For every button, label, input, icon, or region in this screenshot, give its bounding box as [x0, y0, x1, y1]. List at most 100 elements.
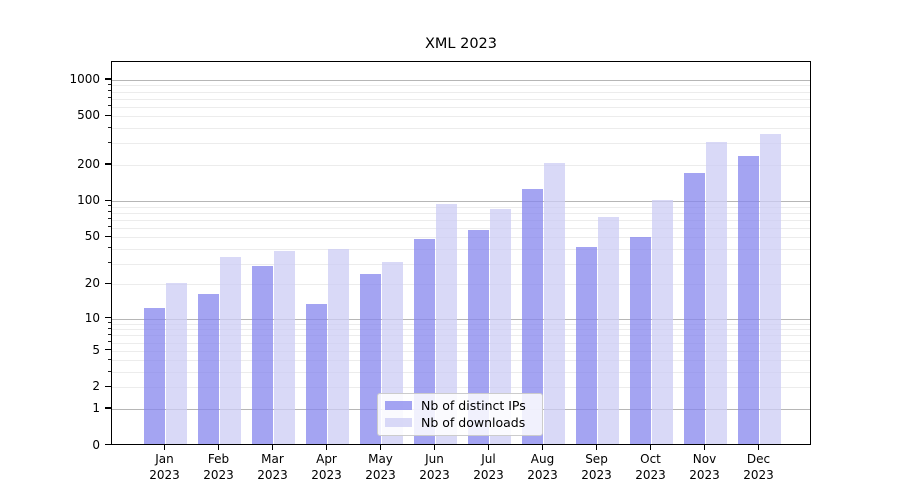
x-tick-label-line: Jun — [425, 452, 444, 466]
bar-sep-downloads — [598, 216, 620, 444]
y-tick-mark — [104, 385, 111, 388]
y-tick-label: 200 — [77, 156, 100, 171]
minor-gridline — [112, 212, 810, 214]
y-tick-mark — [104, 316, 111, 319]
bar-aug-downloads — [544, 163, 566, 444]
y-minor-tick-mark — [107, 322, 111, 324]
x-tick-mark — [703, 444, 706, 450]
x-tick-label: Feb 2023 — [187, 451, 251, 483]
x-tick-label-line: 2023 — [257, 468, 288, 482]
y-tick-label: 500 — [77, 108, 100, 123]
bar-feb-distinct-ips — [197, 294, 219, 444]
y-tick-label: 2 — [92, 379, 100, 394]
y-minor-tick-mark — [107, 327, 111, 329]
x-tick-label-line: Sep — [585, 452, 608, 466]
x-tick-mark — [271, 444, 274, 450]
bar-jul-downloads — [490, 208, 512, 444]
x-tick-label: Mar 2023 — [241, 451, 305, 483]
x-tick-label-line: Feb — [207, 452, 230, 466]
legend-label-downloads: Nb of downloads — [421, 415, 526, 431]
bar-may-distinct-ips — [359, 273, 381, 444]
y-minor-tick-mark — [107, 218, 111, 220]
x-tick-label: Jan 2023 — [133, 451, 197, 483]
y-minor-tick-mark — [107, 370, 111, 372]
x-tick-label: Sep 2023 — [565, 451, 629, 483]
bar-aug-distinct-ips — [521, 188, 543, 444]
y-tick-mark — [104, 235, 111, 238]
y-tick-mark — [104, 114, 111, 117]
x-tick-label-line: 2023 — [473, 468, 504, 482]
x-tick-mark — [433, 444, 436, 450]
legend: Nb of distinct IPs Nb of downloads — [377, 392, 543, 436]
minor-gridline — [112, 372, 810, 374]
minor-gridline — [112, 128, 810, 130]
major-gridline — [112, 318, 810, 320]
plot-area — [111, 61, 811, 445]
y-tick-label: 20 — [84, 276, 100, 291]
y-minor-tick-mark — [107, 83, 111, 85]
y-minor-tick-mark — [107, 247, 111, 249]
x-tick-mark — [217, 444, 220, 450]
y-tick-mark — [104, 348, 111, 351]
bar-dec-distinct-ips — [737, 156, 759, 444]
x-tick-label-line: Mar — [261, 452, 284, 466]
y-tick-label: 100 — [77, 193, 100, 208]
minor-gridline — [112, 335, 810, 337]
y-minor-tick-mark — [107, 333, 111, 335]
x-tick-mark — [757, 444, 760, 450]
minor-gridline — [112, 237, 810, 239]
bar-apr-downloads — [328, 248, 350, 444]
x-tick-label-line: Jul — [481, 452, 496, 466]
x-tick-label-line: Jan — [155, 452, 174, 466]
minor-gridline — [112, 360, 810, 362]
y-tick-mark — [104, 163, 111, 165]
x-tick-label: Nov 2023 — [673, 451, 737, 483]
x-tick-label-line: Apr — [316, 452, 337, 466]
y-tick-label: 1000 — [69, 71, 100, 86]
x-tick-label-line: May — [368, 452, 393, 466]
y-minor-tick-mark — [107, 341, 111, 342]
bar-apr-distinct-ips — [305, 304, 327, 444]
legend-row-distinct-ips: Nb of distinct IPs — [385, 398, 535, 413]
x-tick-mark — [649, 444, 652, 450]
x-tick-mark — [595, 444, 598, 450]
minor-gridline — [112, 206, 810, 208]
legend-swatch-distinct-ips — [385, 400, 412, 410]
minor-gridline — [112, 350, 810, 352]
x-tick-label-line: 2023 — [365, 468, 396, 482]
y-minor-tick-mark — [107, 141, 111, 143]
bar-jan-distinct-ips — [143, 308, 165, 444]
bar-jul-distinct-ips — [467, 230, 489, 444]
y-tick-mark — [104, 78, 111, 80]
x-tick-mark — [541, 444, 544, 450]
x-tick-label-line: 2023 — [203, 468, 234, 482]
x-tick-label-line: Aug — [530, 452, 555, 466]
minor-gridline — [112, 342, 810, 344]
x-tick-label-line: 2023 — [311, 468, 342, 482]
x-tick-label-line: Oct — [640, 452, 661, 466]
x-tick-label-line: Nov — [692, 452, 717, 466]
y-tick-mark — [104, 199, 111, 201]
x-tick-mark — [487, 444, 490, 450]
chart-title: XML 2023 — [424, 36, 498, 52]
major-gridline — [112, 201, 810, 203]
minor-gridline — [112, 106, 810, 108]
minor-gridline — [112, 284, 810, 286]
bar-sep-distinct-ips — [575, 247, 597, 444]
x-tick-label-line: 2023 — [149, 468, 180, 482]
bar-jun-downloads — [436, 203, 458, 444]
bar-feb-downloads — [220, 257, 242, 444]
x-tick-mark — [379, 444, 382, 450]
minor-gridline — [112, 323, 810, 325]
bar-jan-downloads — [166, 282, 188, 444]
bar-oct-distinct-ips — [629, 236, 651, 444]
x-tick-mark — [163, 444, 166, 450]
x-tick-label-line: 2023 — [581, 468, 612, 482]
minor-gridline — [112, 143, 810, 145]
x-tick-label: Jun 2023 — [403, 451, 467, 483]
y-minor-tick-mark — [107, 105, 111, 107]
y-tick-label: 10 — [84, 310, 100, 325]
bar-mar-downloads — [274, 251, 296, 444]
bar-nov-distinct-ips — [683, 173, 705, 444]
